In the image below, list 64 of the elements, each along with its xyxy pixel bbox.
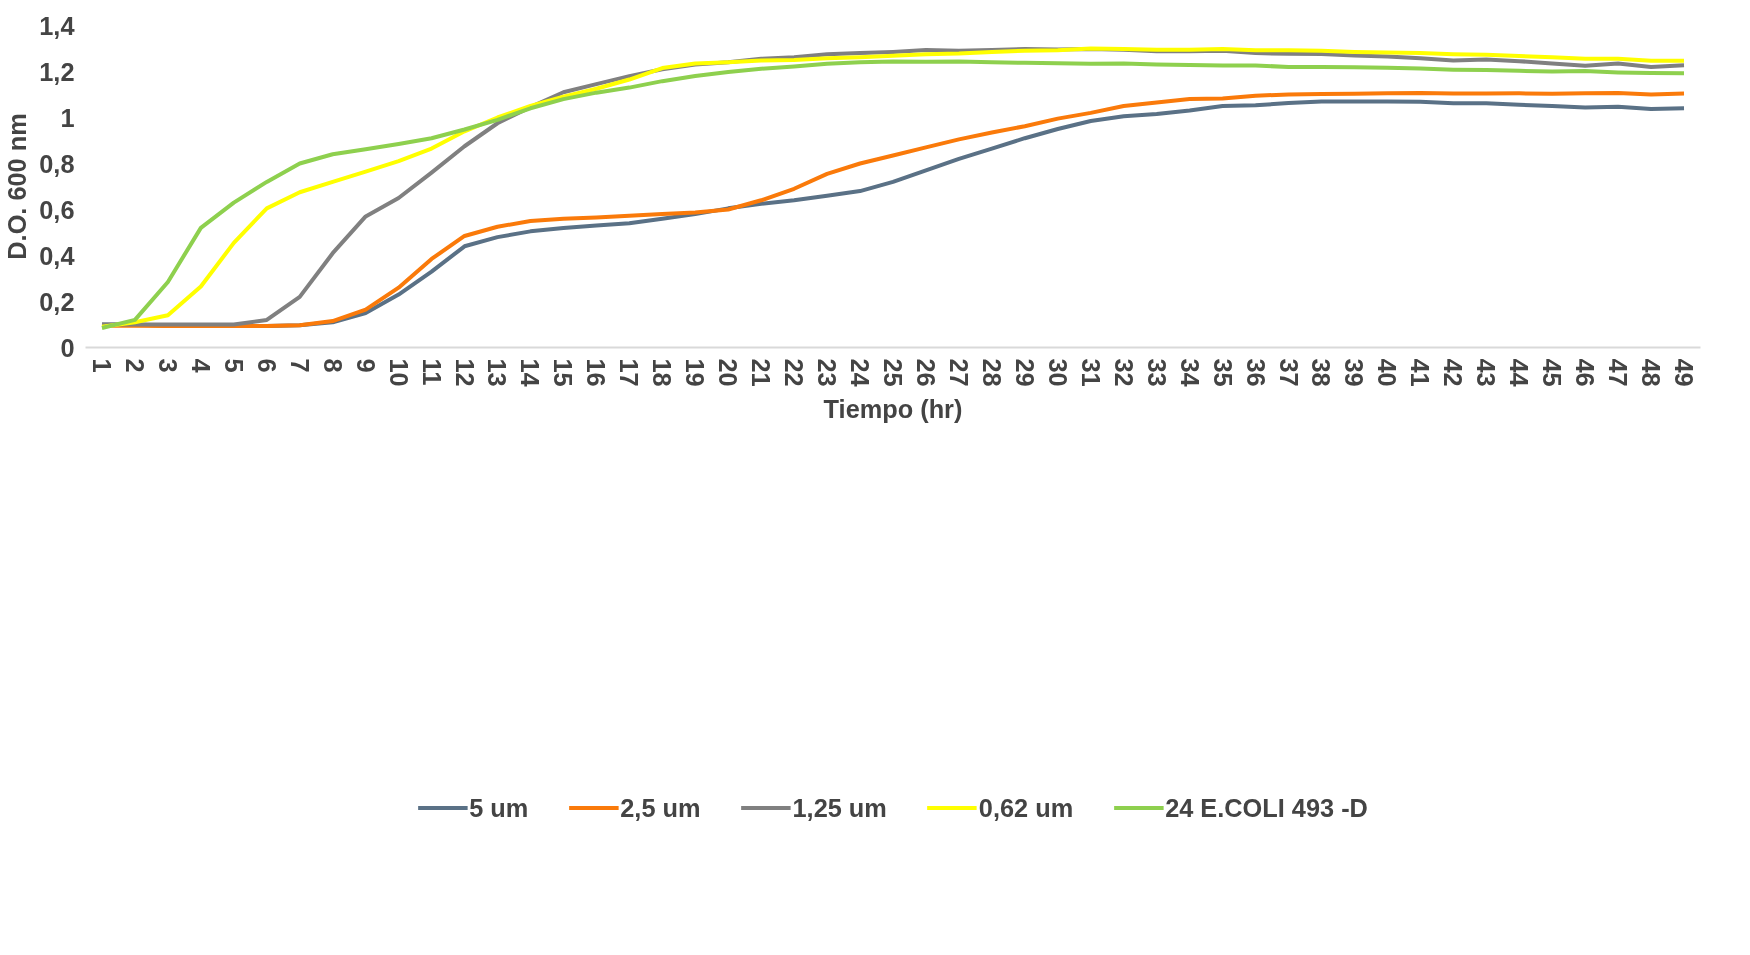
y-tick-label: 0	[60, 333, 75, 362]
x-tick-label: 26	[911, 358, 940, 387]
y-tick-label: 1	[60, 103, 75, 132]
x-tick-label: 43	[1472, 358, 1501, 387]
x-tick-label: 14	[516, 358, 545, 387]
y-tick-label: 0,6	[39, 195, 75, 224]
x-tick-label: 21	[747, 358, 776, 387]
x-tick-label: 46	[1571, 358, 1600, 387]
x-axis-title: Tiempo (hr)	[823, 394, 963, 423]
x-tick-label: 23	[813, 358, 842, 387]
x-tick-label: 16	[582, 358, 611, 387]
x-tick-label: 3	[153, 358, 182, 373]
x-tick-label: 10	[384, 358, 413, 387]
x-tick-label: 1	[87, 358, 116, 373]
y-tick-label: 1,2	[39, 57, 75, 86]
x-tick-label: 19	[681, 358, 710, 387]
legend-label: 2,5 um	[620, 793, 701, 823]
x-tick-label: 22	[780, 358, 809, 387]
x-tick-label: 30	[1043, 358, 1072, 387]
x-tick-label: 27	[944, 358, 973, 387]
x-tick-label: 9	[351, 358, 380, 373]
x-tick-label: 32	[1109, 358, 1138, 387]
x-tick-label: 8	[318, 358, 347, 373]
x-tick-label: 20	[714, 358, 743, 387]
x-tick-label: 6	[252, 358, 281, 373]
x-tick-label: 28	[977, 358, 1006, 387]
y-tick-label: 0,4	[39, 241, 75, 270]
x-tick-label: 44	[1505, 358, 1534, 387]
x-tick-label: 37	[1274, 358, 1303, 387]
x-tick-label: 48	[1637, 358, 1666, 387]
x-tick-label: 40	[1373, 358, 1402, 387]
x-tick-label: 4	[186, 358, 215, 373]
x-tick-label: 45	[1538, 358, 1567, 387]
x-tick-label: 47	[1604, 358, 1633, 387]
legend-label: 1,25 um	[792, 793, 887, 823]
x-tick-label: 11	[417, 358, 446, 386]
legend-label: 24 E.COLI 493 -D	[1165, 793, 1368, 823]
y-tick-label: 0,2	[39, 287, 75, 316]
x-tick-label: 24	[846, 358, 875, 387]
x-tick-label: 2	[120, 358, 149, 373]
y-axis-title: D.O. 600 nm	[3, 113, 32, 260]
x-tick-label: 39	[1340, 358, 1369, 387]
x-tick-label: 25	[879, 358, 907, 387]
x-tick-label: 5	[219, 358, 248, 373]
x-tick-label: 42	[1439, 358, 1468, 387]
x-tick-label: 18	[648, 358, 677, 387]
x-tick-label: 33	[1142, 358, 1171, 387]
x-tick-label: 31	[1076, 358, 1105, 387]
x-tick-label: 7	[285, 358, 314, 373]
x-tick-label: 49	[1670, 358, 1699, 387]
x-tick-label: 36	[1241, 358, 1270, 387]
x-tick-label: 34	[1175, 358, 1204, 387]
x-tick-label: 41	[1406, 358, 1435, 387]
x-tick-label: 35	[1208, 358, 1237, 387]
legend-label: 0,62 um	[978, 793, 1074, 823]
x-tick-label: 38	[1307, 358, 1336, 387]
x-tick-label: 13	[483, 358, 512, 387]
legend-label: 5 um	[469, 793, 529, 823]
y-tick-label: 1,4	[39, 11, 75, 40]
x-tick-label: 12	[450, 358, 479, 387]
x-tick-label: 15	[549, 358, 578, 387]
x-tick-label: 29	[1010, 358, 1039, 387]
x-tick-label: 17	[615, 358, 644, 387]
y-tick-label: 0,8	[39, 149, 75, 178]
